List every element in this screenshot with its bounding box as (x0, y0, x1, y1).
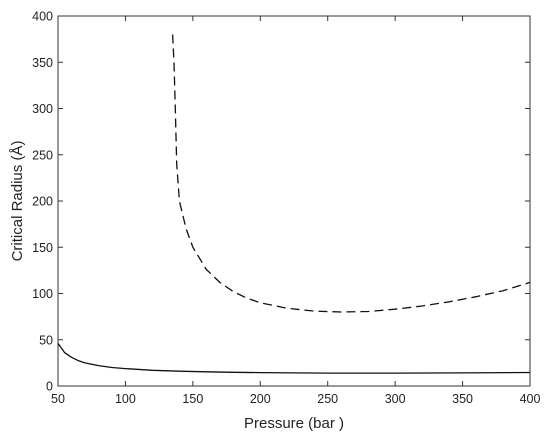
dashed-series-line (171, 34, 531, 313)
x-axis-label: Pressure (bar ) (244, 415, 344, 432)
x-tick-label: 400 (520, 392, 541, 406)
x-tick-label: 100 (115, 392, 136, 406)
x-tick-label: 50 (51, 392, 65, 406)
y-tick-label: 50 (39, 333, 53, 347)
y-axis-label: Critical Radius (Å) (9, 141, 26, 262)
x-tick-label: 350 (452, 392, 473, 406)
ticks: 50 100 150 200 250 300 350 40005010015020025030… (32, 10, 540, 407)
x-tick-label: 150 (182, 392, 203, 406)
x-tick-label: 200 (250, 392, 271, 406)
plot-frame (57, 15, 531, 387)
y-tick-label: 0 (46, 380, 53, 394)
axes (57, 15, 531, 387)
y-tick-label: 400 (32, 10, 53, 24)
solid-series-line (57, 343, 531, 374)
y-tick-label: 350 (32, 56, 53, 70)
y-tick-label: 100 (32, 287, 53, 301)
y-tick-label: 200 (32, 195, 53, 209)
y-tick-label: 300 (32, 102, 53, 116)
x-tick-label: 250 (317, 392, 338, 406)
y-tick-label: 150 (32, 241, 53, 255)
x-tick-label: 300 (385, 392, 406, 406)
series-layer (57, 34, 531, 374)
y-tick-label: 250 (32, 148, 53, 162)
